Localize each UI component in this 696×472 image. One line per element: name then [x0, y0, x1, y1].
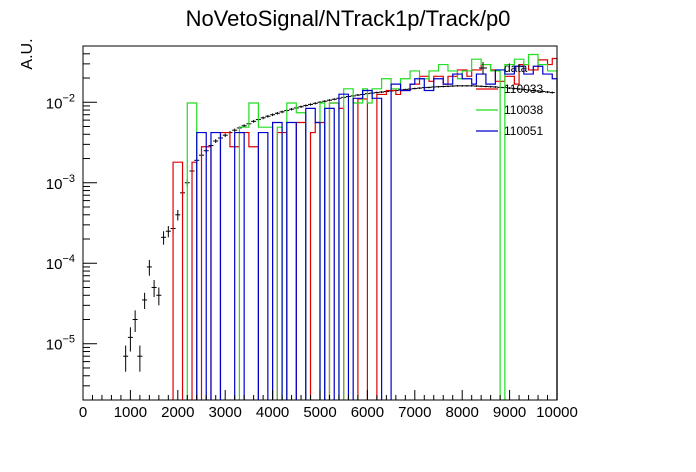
x-tick-label: 10000	[536, 404, 578, 421]
x-tick-label: 0	[79, 404, 87, 421]
y-tick-label: 10−4	[46, 253, 75, 273]
x-tick-label: 7000	[398, 404, 431, 421]
series-step-line	[196, 65, 558, 400]
x-tick-label: 1000	[114, 404, 147, 421]
x-tick-label: 5000	[303, 404, 336, 421]
x-tick-label: 4000	[256, 404, 289, 421]
legend-label-110033: 110033	[504, 82, 543, 96]
x-tick-label: 8000	[446, 404, 479, 421]
x-tick-label: 2000	[161, 404, 194, 421]
x-tick-label: 9000	[493, 404, 526, 421]
legend: data 110033 110038 110051	[476, 61, 543, 138]
legend-label-data: data	[504, 61, 528, 75]
x-tick-label: 3000	[209, 404, 242, 421]
legend-label-110038: 110038	[504, 103, 543, 117]
chart-title: NoVetoSignal/NTrack1p/Track/p0	[186, 6, 511, 31]
legend-label-110051: 110051	[504, 124, 543, 138]
series-layer	[123, 53, 558, 400]
y-tick-label: 10−5	[46, 334, 75, 354]
y-tick-label: 10−2	[46, 92, 75, 112]
x-tick-label: 6000	[351, 404, 384, 421]
axes-layer: 0 1000 2000 3000 4000 5000 6000 7000 8000 9000 100…	[46, 45, 578, 421]
series-110051	[196, 65, 558, 400]
y-tick-label: 10−3	[46, 173, 75, 193]
y-axis-label: A.U.	[19, 38, 36, 69]
